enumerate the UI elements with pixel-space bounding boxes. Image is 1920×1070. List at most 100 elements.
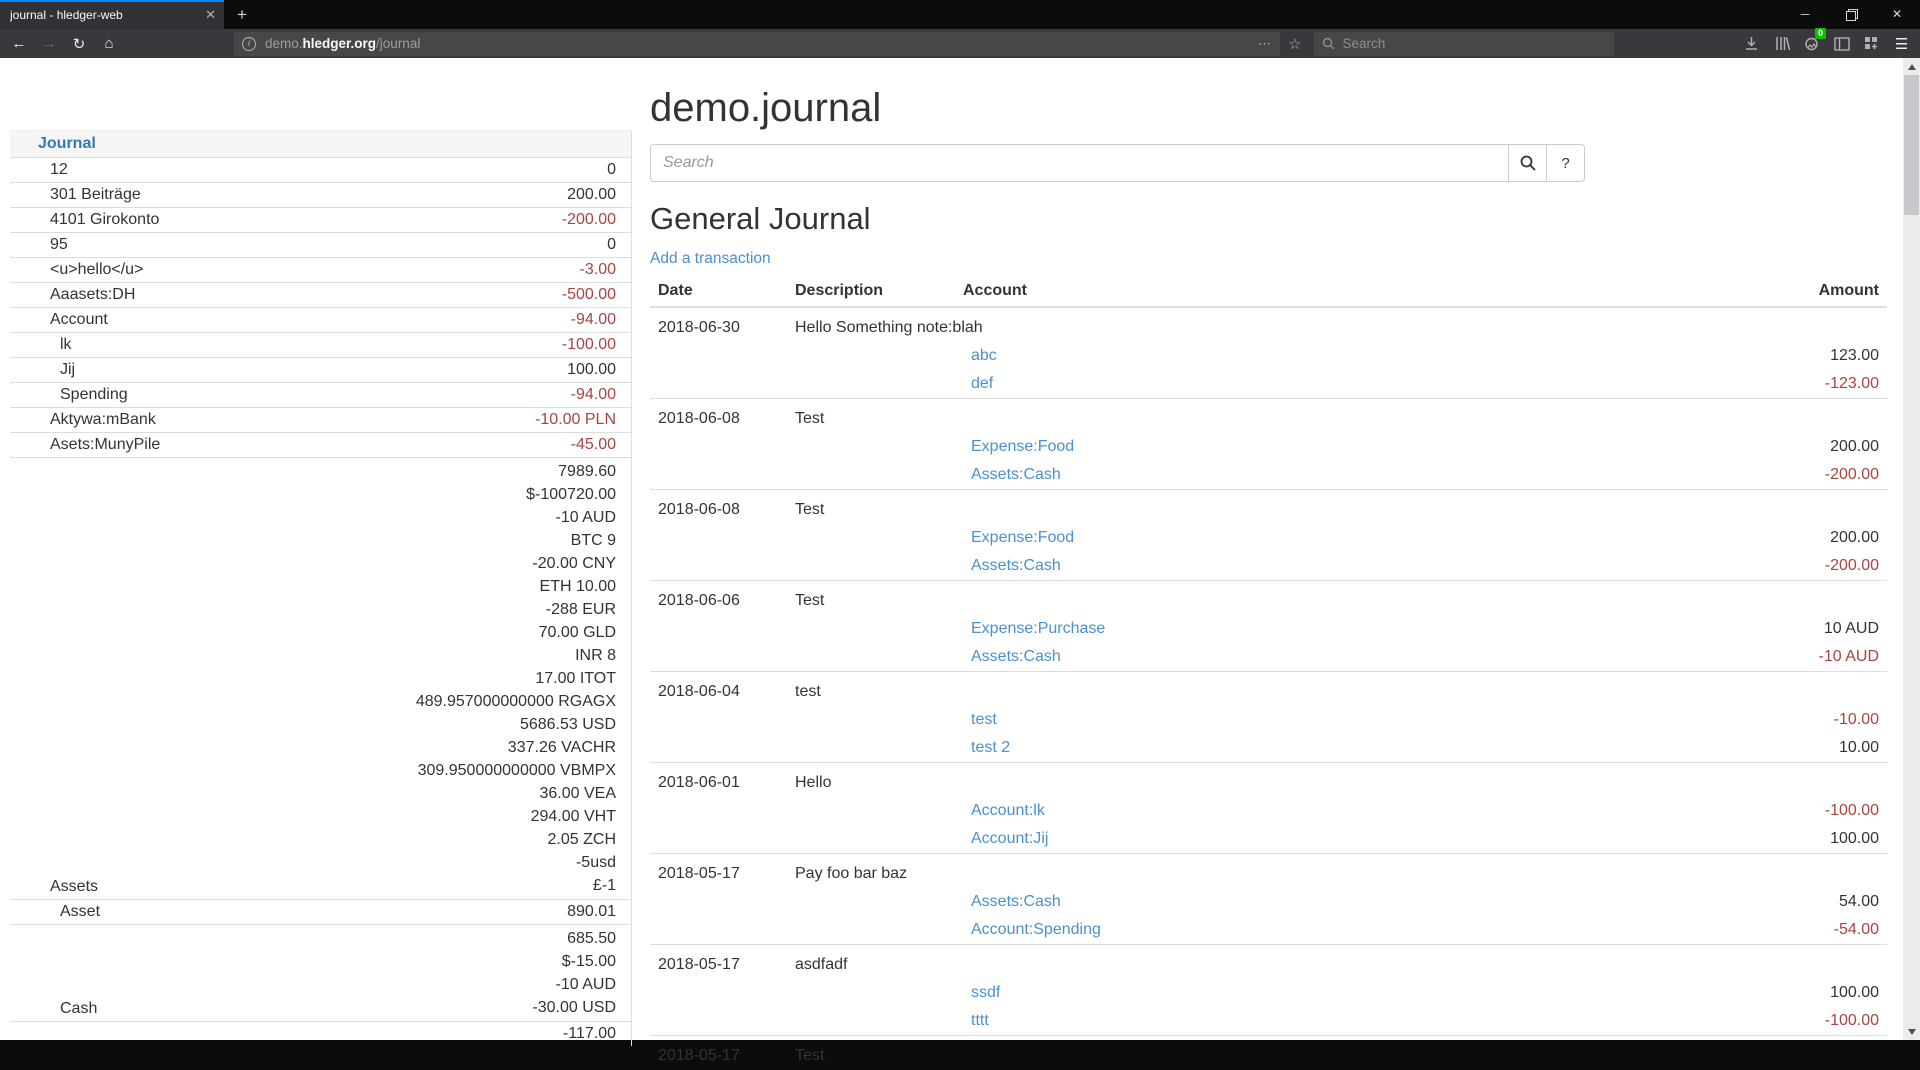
sidebar-account-balance: -94.00 <box>265 308 631 333</box>
sidebar-account-link[interactable]: <u>hello</u> <box>10 260 265 280</box>
posting-account-link[interactable]: Account:Spending <box>971 921 1101 938</box>
sidebar-account-link[interactable]: Asset <box>10 902 265 922</box>
posting-date-spacer <box>650 643 787 672</box>
posting-account-link[interactable]: Assets:Cash <box>971 893 1061 910</box>
posting-amount: -54.00 <box>1557 916 1887 945</box>
posting-account-link[interactable]: def <box>971 375 993 392</box>
posting-account-link[interactable]: tttt <box>971 1012 989 1029</box>
sidebar-account-link[interactable]: lk <box>10 335 265 355</box>
scroll-up-icon[interactable] <box>1903 58 1920 75</box>
transaction-description: Test <box>787 399 1557 434</box>
posting-account-link[interactable]: Assets:Cash <box>971 648 1061 665</box>
posting-row: test-10.00 <box>650 706 1887 734</box>
scroll-down-icon[interactable] <box>1903 1023 1920 1040</box>
forward-icon[interactable]: → <box>34 31 64 57</box>
transaction-date: 2018-06-08 <box>650 399 787 434</box>
balance-amount: 100.00 <box>265 360 616 380</box>
posting-account-link[interactable]: abc <box>971 347 997 364</box>
sidebar-account-link[interactable]: 95 <box>10 235 265 255</box>
window-close-button[interactable]: ✕ <box>1874 0 1920 28</box>
sidebar-account-link[interactable]: 4101 Girokonto <box>10 210 265 230</box>
sidebar-account-link[interactable]: Aktywa:mBank <box>10 410 265 430</box>
download-icon[interactable] <box>1739 31 1764 57</box>
posting-description-spacer <box>787 888 955 916</box>
sidebar-account-link[interactable]: Asets:MunyPile <box>10 435 265 455</box>
posting-account-link[interactable]: test <box>971 711 997 728</box>
sidebar-account-link[interactable]: Assets <box>10 877 265 897</box>
sidebar-account-link[interactable]: 12 <box>10 160 265 180</box>
extension-icon[interactable]: 0 <box>1799 31 1824 57</box>
transaction-description: Test <box>787 1036 1557 1070</box>
posting-description-spacer <box>787 524 955 552</box>
page-actions-icon[interactable]: ⋯ <box>1258 36 1272 52</box>
sidebar-account-link[interactable]: Account <box>10 310 265 330</box>
journal-search-input[interactable] <box>650 144 1509 182</box>
sidebar-account-name-cell: 4101 Girokonto <box>10 208 265 233</box>
add-transaction-link[interactable]: Add a transaction <box>650 249 771 269</box>
sidebar-account-link[interactable]: Aaasets:DH <box>10 285 265 305</box>
posting-account-cell: abc <box>955 342 1557 370</box>
transaction-amount-spacer <box>1557 763 1887 798</box>
sidebar-account-name-cell: Aktywa:mBank <box>10 408 265 433</box>
sidebar-account-link[interactable]: 301 Beiträge <box>10 185 265 205</box>
browser-tab[interactable]: journal - hledger-web ✕ <box>0 0 224 29</box>
toolbar-search[interactable]: Search <box>1314 32 1614 56</box>
grid-apps-icon[interactable] <box>1859 31 1884 57</box>
tab-close-icon[interactable]: ✕ <box>199 7 216 23</box>
menu-hamburger-icon[interactable]: ☰ <box>1889 31 1914 57</box>
transaction-date: 2018-06-30 <box>650 307 787 342</box>
url-text: demo.hledger.org/journal <box>265 36 1258 51</box>
scrollbar-thumb[interactable] <box>1904 75 1919 215</box>
posting-account-cell: test <box>955 706 1557 734</box>
url-bar[interactable]: i demo.hledger.org/journal ⋯ <box>234 32 1280 56</box>
posting-account-link[interactable]: Assets:Cash <box>971 466 1061 483</box>
posting-account-cell: ssdf <box>955 979 1557 1007</box>
posting-account-link[interactable]: Expense:Food <box>971 438 1074 455</box>
sidebar-journal-link[interactable]: Journal <box>10 134 631 154</box>
sidebar-account-link[interactable]: Cash <box>10 999 265 1019</box>
new-tab-button[interactable]: + <box>237 0 247 29</box>
posting-account-link[interactable]: ssdf <box>971 984 1000 1001</box>
bookmark-star-icon[interactable]: ☆ <box>1288 35 1301 53</box>
transaction-amount-spacer <box>1557 307 1887 342</box>
reload-icon[interactable]: ↻ <box>64 31 94 57</box>
back-icon[interactable]: ← <box>4 31 34 57</box>
sidebar-account-link[interactable]: Jij <box>10 360 265 380</box>
posting-account-link[interactable]: Expense:Purchase <box>971 620 1105 637</box>
window-restore-button[interactable] <box>1828 0 1874 28</box>
posting-date-spacer <box>650 615 787 643</box>
journal-search-button[interactable] <box>1509 144 1547 182</box>
page-scrollbar[interactable] <box>1903 58 1920 1040</box>
site-info-icon[interactable]: i <box>242 37 256 51</box>
library-icon[interactable] <box>1769 31 1794 57</box>
posting-account-link[interactable]: Assets:Cash <box>971 557 1061 574</box>
window-minimize-button[interactable]: ─ <box>1782 0 1828 28</box>
posting-row: Assets:Cash-200.00 <box>650 552 1887 581</box>
home-icon[interactable]: ⌂ <box>94 31 124 57</box>
posting-account-link[interactable]: test 2 <box>971 739 1010 756</box>
sidebar-account-name-cell: Spending <box>10 383 265 408</box>
balance-amount: -30.00 USD <box>265 996 616 1019</box>
sidebar-account-link[interactable]: Spending <box>10 385 265 405</box>
posting-date-spacer <box>650 825 787 854</box>
posting-account-link[interactable]: Expense:Food <box>971 529 1074 546</box>
posting-account-link[interactable]: Account:Jij <box>971 830 1048 847</box>
posting-account-link[interactable]: Account:lk <box>971 802 1045 819</box>
balance-amount: 2.05 ZCH <box>265 828 616 851</box>
extension-badge: 0 <box>1815 28 1826 39</box>
search-help-button[interactable]: ? <box>1547 144 1585 182</box>
sidebar-toggle-icon[interactable] <box>1829 31 1854 57</box>
posting-amount: 100.00 <box>1557 979 1887 1007</box>
